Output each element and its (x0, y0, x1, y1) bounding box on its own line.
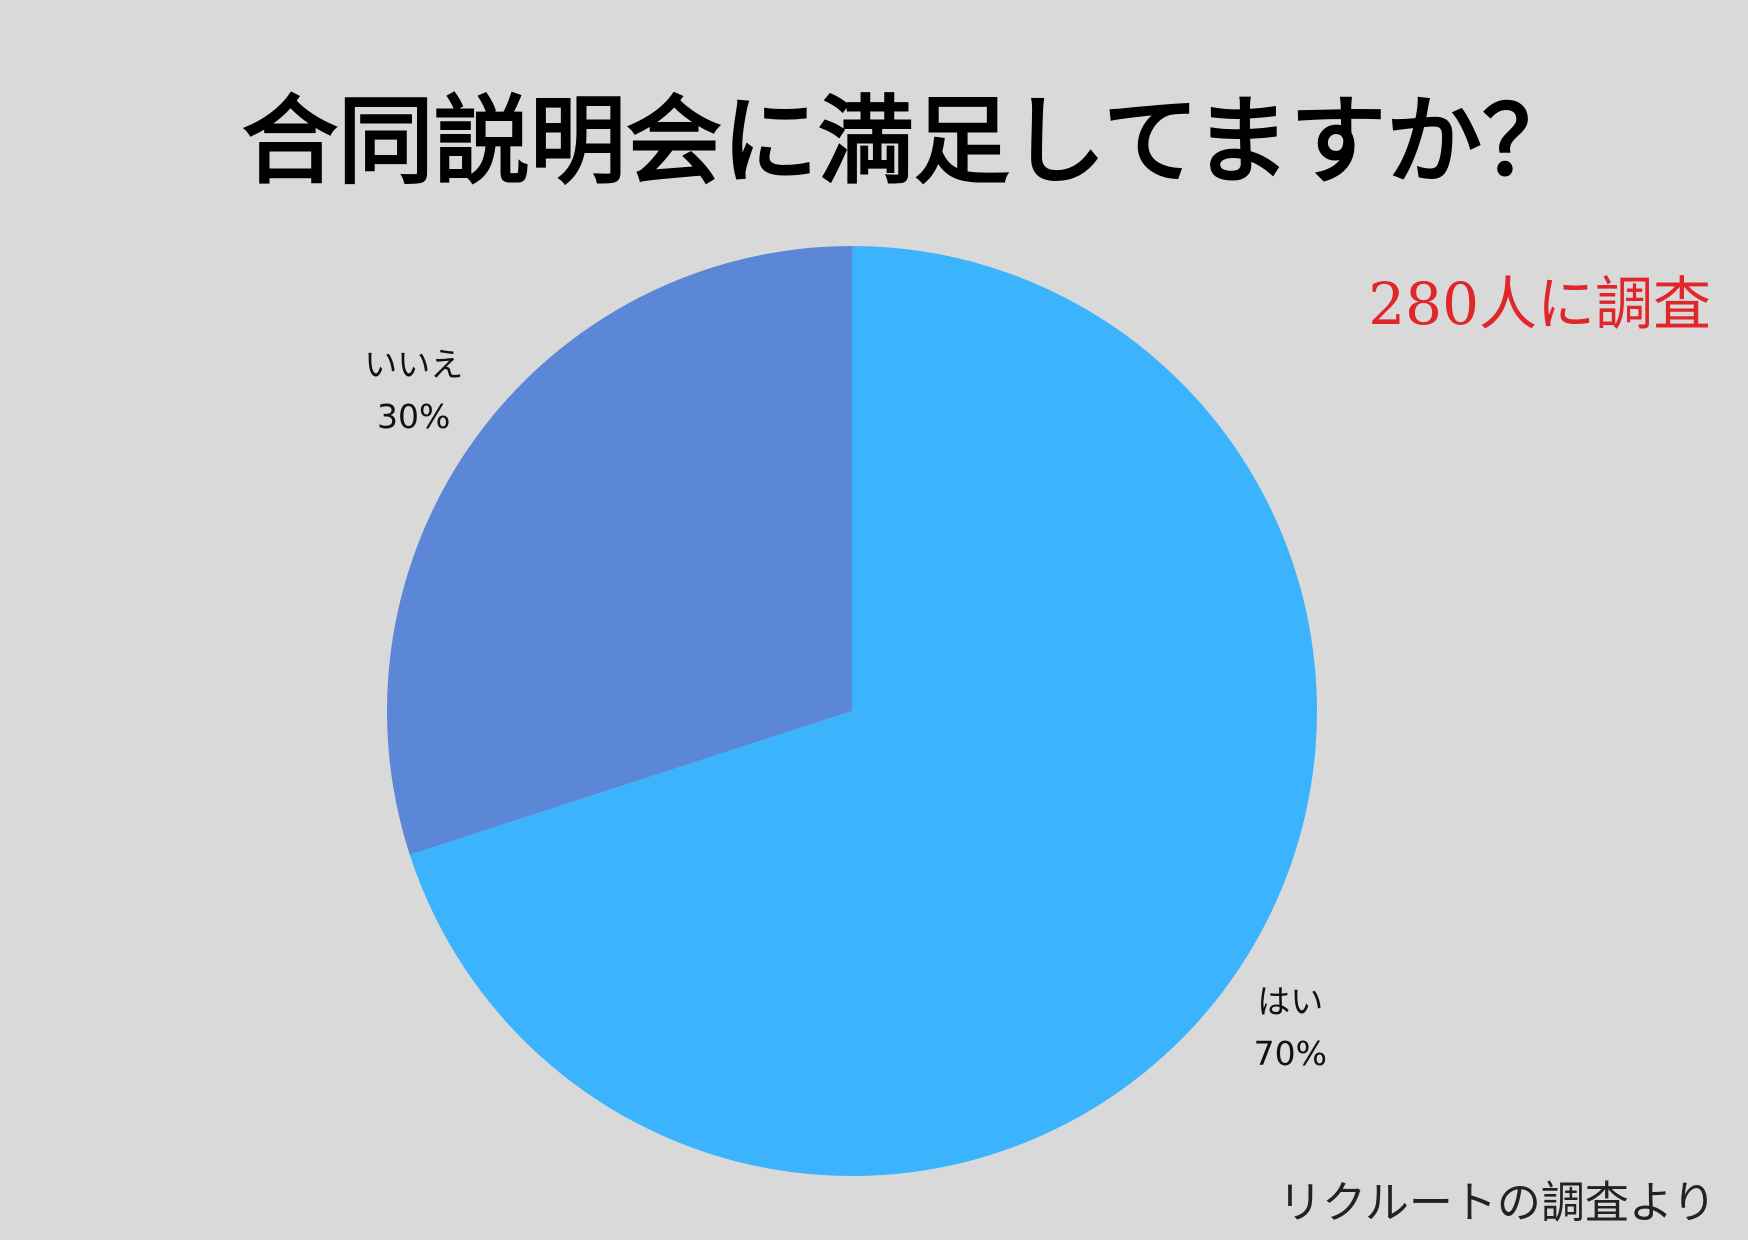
slice-label: はい (1257, 982, 1323, 1021)
pie-slice (386, 246, 852, 855)
value-label: 30% (377, 397, 450, 436)
pie-slice (409, 246, 1317, 1176)
annotation: 280人に調査 (1368, 270, 1711, 338)
source: リクルートの調査より (1278, 1178, 1716, 1229)
slice-label: いいえ (364, 345, 463, 384)
value-label: 70% (1254, 1034, 1327, 1073)
chart-title: 合同説明会に満足してますか？ (242, 85, 1578, 197)
